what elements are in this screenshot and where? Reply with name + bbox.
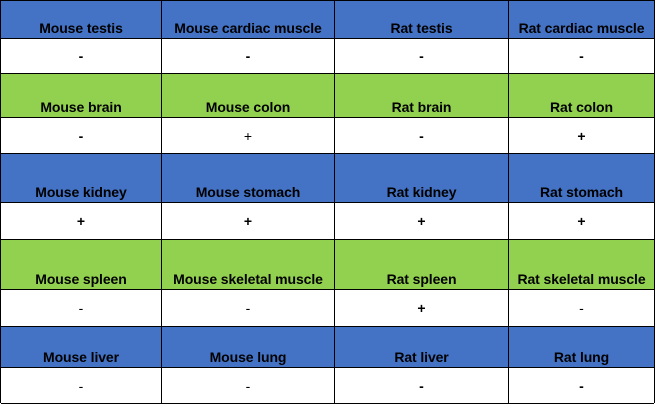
value-cell: - [162,290,335,326]
value-cell: - [1,118,162,153]
header-cell: Mouse colon [162,74,335,117]
header-cell: Rat spleen [335,240,509,289]
header-cell: Mouse liver [1,327,162,367]
value-cell: + [1,203,162,239]
value-cell: - [162,39,335,73]
header-cell: Rat stomach [540,184,623,200]
value-cell: + [577,127,586,144]
value-cell: + [335,290,509,326]
value-cell: - [579,48,584,64]
value-cell: + [577,213,586,229]
value-cell: - [162,368,335,403]
value-row: - - - - [1,38,654,74]
header-cell: Rat colon [550,99,613,115]
header-cell: Mouse kidney [1,154,162,202]
value-cell: - [335,118,509,153]
value-cell: - [1,290,162,326]
header-cell: Mouse lung [162,327,335,367]
header-cell: Rat lung [553,349,610,365]
header-cell: Mouse testis [1,1,162,38]
value-cell: - [579,300,584,316]
value-cell: + [162,203,335,239]
header-cell: Rat brain [335,74,509,117]
value-row: + + + + [1,202,654,240]
header-cell: Mouse spleen [1,240,162,289]
value-row: - - - - [1,367,654,404]
value-cell: + [162,118,335,153]
header-cell: Rat liver [335,327,509,367]
header-cell: Rat skeletal muscle [517,271,646,287]
value-cell: - [335,368,509,403]
header-cell: Mouse stomach [162,154,335,202]
header-cell: Rat kidney [335,154,509,202]
header-cell: Mouse skeletal muscle [162,240,335,289]
header-cell: Mouse brain [1,74,162,117]
header-cell: Rat testis [335,1,509,38]
header-row: Mouse testis Mouse cardiac muscle Rat te… [1,1,654,38]
value-cell: - [335,39,509,73]
header-cell: Rat cardiac muscle [518,20,645,36]
value-cell: - [1,39,162,73]
header-row: Mouse kidney Mouse stomach Rat kidney Ra… [1,154,654,202]
value-cell: + [335,203,509,239]
value-cell: - [1,368,162,403]
header-cell: Mouse cardiac muscle [162,1,335,38]
value-cell: - [579,377,584,394]
value-row: - + - + [1,117,654,154]
header-row: Mouse brain Mouse colon Rat brain Rat co… [1,74,654,117]
header-row: Mouse liver Mouse lung Rat liver Rat lun… [1,327,654,367]
header-row: Mouse spleen Mouse skeletal muscle Rat s… [1,240,654,289]
value-row: - - + - [1,289,654,327]
